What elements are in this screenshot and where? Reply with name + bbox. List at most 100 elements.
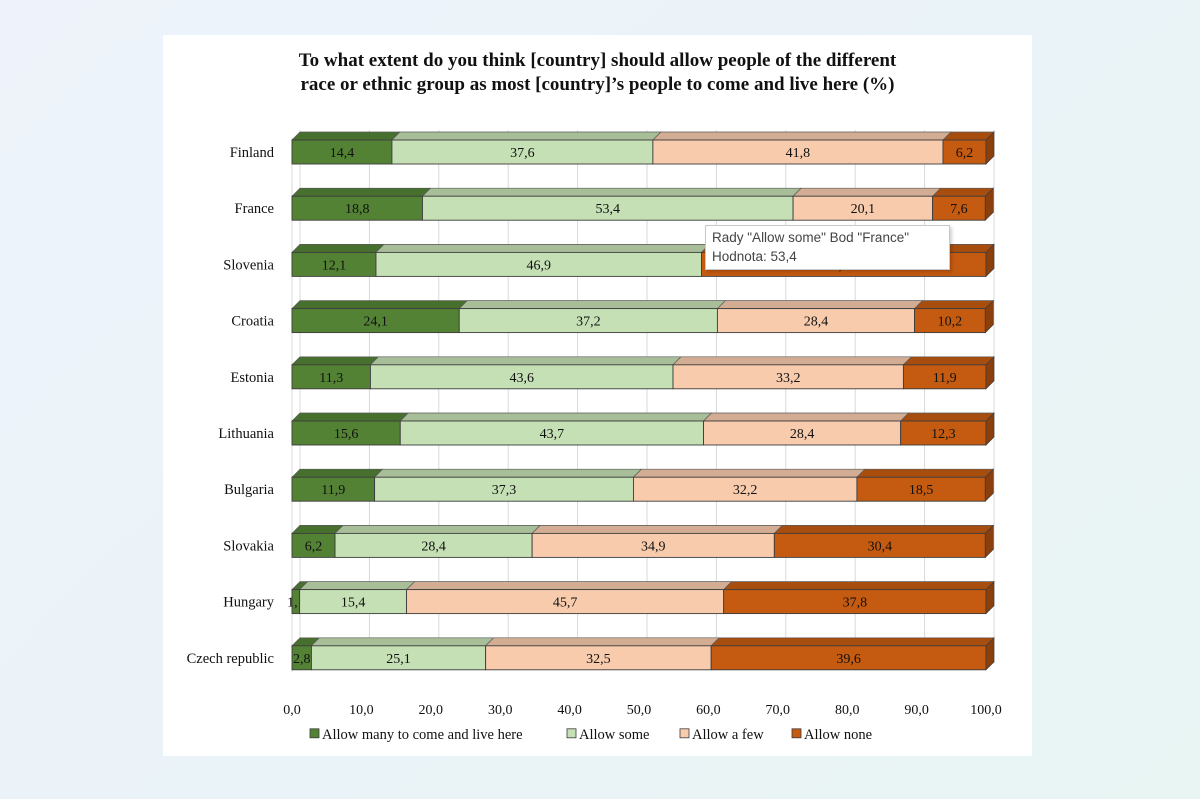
value-tooltip: Rady "Allow some" Bod "France" Hodnota: … — [705, 225, 950, 270]
bar-segment — [299, 589, 407, 615]
data-label: 32,5 — [586, 652, 611, 667]
bar-segment — [672, 364, 904, 390]
data-label: 25,1 — [386, 652, 411, 667]
data-label: 6,2 — [956, 146, 974, 161]
data-label: 6,2 — [305, 539, 323, 554]
legend-swatch — [791, 728, 802, 739]
data-label: 32,2 — [733, 483, 758, 498]
bar-segment — [531, 532, 775, 558]
bar-top-face — [291, 244, 385, 253]
x-tick-label: 30,0 — [488, 703, 513, 718]
bar-top-face — [291, 412, 410, 422]
bar-segment — [458, 308, 718, 334]
bar-top-face — [856, 468, 995, 478]
legend-label: Allow some — [579, 727, 649, 743]
bar-segment — [485, 645, 712, 671]
category-label: Slovenia — [223, 257, 274, 273]
bar-top-face — [632, 468, 866, 478]
bar-side-face — [984, 524, 994, 559]
data-label: 43,7 — [540, 427, 565, 442]
data-label: 20,1 — [851, 202, 876, 217]
bar-side-face — [985, 412, 995, 446]
bar-segment — [406, 589, 725, 615]
bar-side-face — [985, 243, 995, 278]
bar-segment — [932, 195, 986, 221]
bar-segment — [310, 645, 487, 671]
data-label: 28,4 — [421, 539, 446, 554]
data-label: 37,3 — [492, 483, 516, 498]
bar-segment — [291, 251, 377, 277]
data-label: 11,3 — [319, 371, 343, 386]
data-label: 15,4 — [341, 596, 366, 611]
bar-top-face — [458, 300, 727, 309]
x-tick-label: 50,0 — [627, 703, 652, 718]
data-label: 53,4 — [596, 202, 621, 217]
bar-side-face — [985, 131, 995, 165]
data-label: 18,8 — [345, 202, 370, 217]
data-label: 33,2 — [776, 371, 801, 386]
bar-segment — [291, 364, 371, 390]
bar-segment — [723, 589, 987, 615]
bar-top-face — [373, 468, 643, 478]
bar-top-face — [913, 300, 995, 309]
data-label: 12,1 — [322, 258, 347, 273]
bar-top-face — [716, 300, 924, 309]
bar-top-face — [722, 581, 995, 590]
x-tick-label: 80,0 — [835, 703, 860, 718]
bar-segment — [856, 476, 986, 502]
bar-segment — [703, 420, 902, 446]
bar-top-face — [702, 412, 910, 422]
category-label: Lithuania — [218, 426, 274, 442]
category-label: Estonia — [231, 370, 275, 386]
bar-segment — [369, 364, 674, 390]
x-tick-label: 20,0 — [419, 703, 444, 718]
bar-top-face — [291, 131, 401, 141]
bar-side-face — [985, 355, 995, 390]
category-label: Slovakia — [223, 538, 274, 554]
bar-segment — [422, 195, 794, 221]
bar-top-face — [291, 187, 432, 197]
stacked-bar-chart: 14,4 37,6 41,8 6,2 Finland 18,8 53,4 20,1 7,6 Fra… — [187, 130, 1002, 743]
legend-swatch — [566, 728, 577, 739]
category-label: Czech republic — [187, 651, 274, 667]
x-tick-label: 70,0 — [766, 703, 791, 718]
bar-top-face — [902, 356, 995, 366]
category-label: France — [235, 201, 274, 217]
bar-side-face — [985, 580, 995, 615]
bar-top-face — [792, 187, 942, 197]
x-tick-label: 100,0 — [970, 703, 1002, 718]
bar-segment — [291, 139, 393, 165]
x-tick-label: 10,0 — [349, 703, 374, 718]
category-label: Hungary — [223, 595, 274, 611]
data-label: 28,4 — [804, 315, 829, 330]
data-label: 12,3 — [931, 427, 956, 442]
data-label: 18,5 — [909, 483, 934, 498]
category-label: Bulgaria — [224, 482, 274, 498]
data-label: 15,6 — [334, 427, 359, 442]
data-label: 45,7 — [553, 596, 578, 611]
bar-segment — [652, 139, 944, 165]
bar-top-face — [899, 412, 995, 422]
data-label: 41,8 — [786, 146, 811, 161]
bar-top-face — [291, 525, 344, 534]
data-label: 11,9 — [933, 371, 957, 386]
bar-segment — [374, 476, 634, 502]
data-label: 10,2 — [938, 315, 963, 330]
bar-top-face — [369, 356, 682, 366]
chart-title: To what extent do you think [country] sh… — [163, 49, 1032, 97]
bar-side-face — [984, 299, 994, 334]
bar-top-face — [310, 637, 495, 647]
data-label: 37,6 — [510, 146, 534, 161]
legend-label: Allow many to come and live here — [322, 727, 523, 743]
chart-title-line-1: To what extent do you think [country] sh… — [298, 50, 897, 71]
data-label: 11,9 — [321, 483, 345, 498]
legend-label: Allow none — [804, 727, 872, 743]
bar-top-face — [773, 525, 995, 534]
legend-swatch — [309, 728, 320, 739]
category-label: Finland — [230, 145, 275, 161]
bar-segment — [291, 420, 401, 446]
bar-top-face — [291, 468, 384, 478]
bar-segment — [942, 139, 987, 165]
chart-card: To what extent do you think [country] sh… — [163, 35, 1032, 756]
data-label: 24,1 — [363, 315, 388, 330]
